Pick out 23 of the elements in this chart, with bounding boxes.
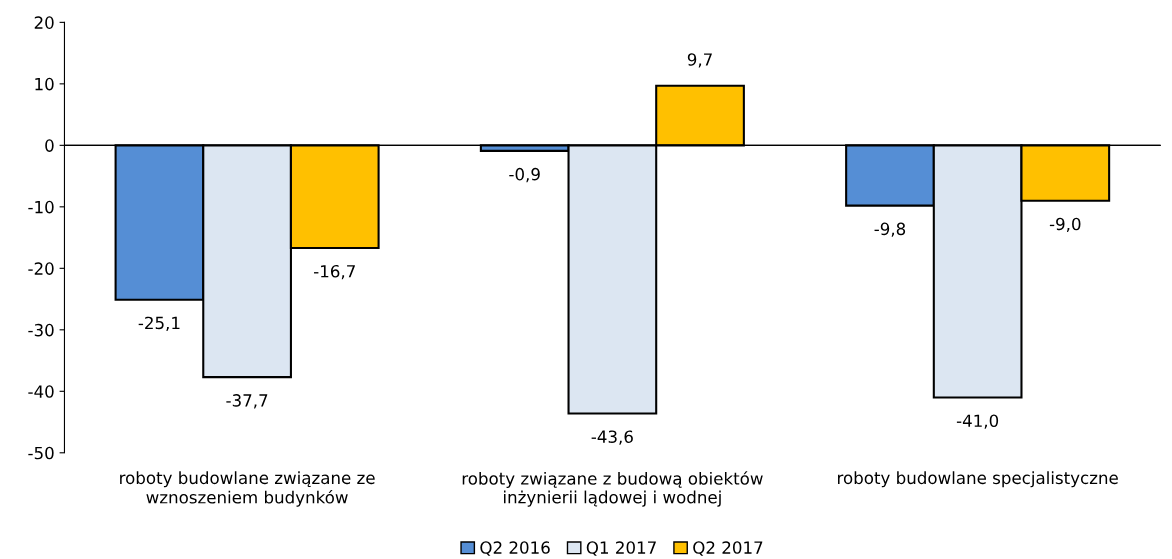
data-label: -9,0 <box>1049 217 1081 232</box>
x-tick-label: roboty związane z budową obiektów inżynierii lądowej i wodnej <box>462 471 763 507</box>
x-tick-label: roboty budowlane związane ze wznoszeniem budynków <box>120 471 375 507</box>
y-tick-label: 10 <box>35 77 54 91</box>
legend-label: Q1 2017 <box>586 541 656 556</box>
x-tick-label: roboty budowlane specjalistyczne <box>838 471 1118 488</box>
legend-label: Q2 2016 <box>480 541 550 556</box>
data-label: -41,0 <box>956 414 999 429</box>
y-tick-label: -40 <box>28 385 54 398</box>
data-label: -25,1 <box>138 316 180 331</box>
data-label: -0,9 <box>509 167 540 183</box>
data-label: -37,7 <box>226 394 268 409</box>
legend-label: Q2 2017 <box>693 541 763 556</box>
y-tick-label: -30 <box>28 323 54 337</box>
y-tick-label: -20 <box>28 262 54 275</box>
y-tick-label: -50 <box>28 446 54 460</box>
data-label: -16,7 <box>314 264 355 280</box>
data-label: -9,8 <box>874 222 906 237</box>
data-label: -43,6 <box>591 430 633 445</box>
y-tick-label: 20 <box>34 16 54 29</box>
y-tick-label: 0 <box>45 139 54 152</box>
y-tick-label: -10 <box>28 200 54 214</box>
data-label: 9,7 <box>687 53 712 68</box>
